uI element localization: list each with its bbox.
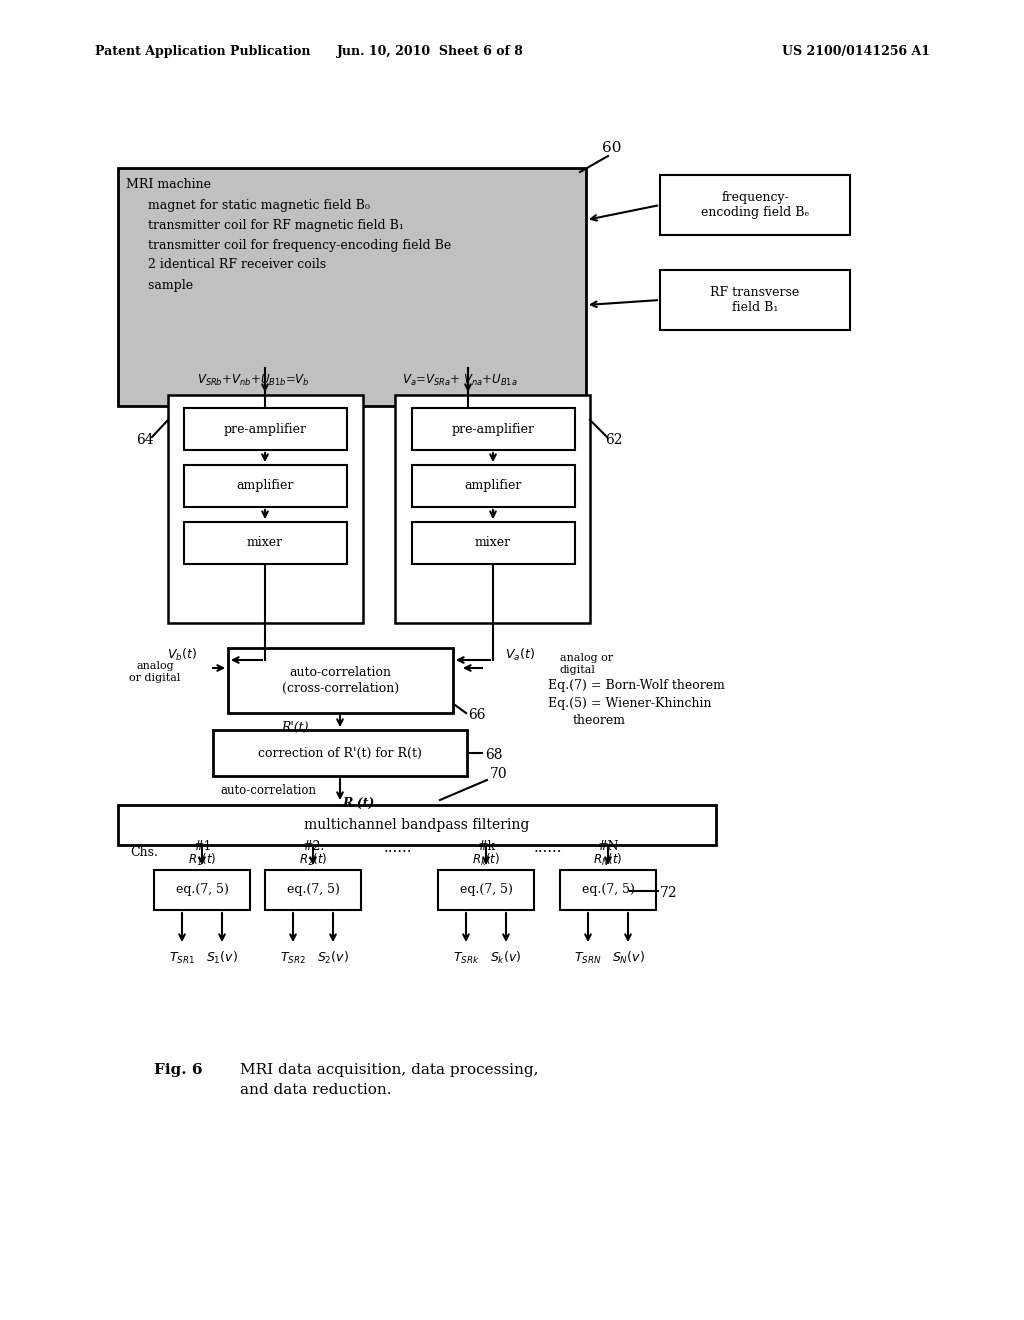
- Text: $V_a$=$V_{SRa}$+ $V_{na}$+$U_{B1a}$: $V_a$=$V_{SRa}$+ $V_{na}$+$U_{B1a}$: [402, 372, 518, 388]
- Text: #1: #1: [193, 841, 211, 854]
- Bar: [118, 168, 586, 407]
- Text: transmitter coil for frequency-encoding field Be: transmitter coil for frequency-encoding …: [136, 239, 452, 252]
- Text: R (t): R (t): [342, 796, 374, 809]
- Text: 62: 62: [605, 433, 623, 447]
- Bar: [168, 395, 362, 623]
- Text: $T_{SRk}$: $T_{SRk}$: [453, 950, 479, 965]
- Text: US 2100/0141256 A1: US 2100/0141256 A1: [782, 45, 930, 58]
- Bar: [395, 395, 590, 623]
- Text: $R_N(t)$: $R_N(t)$: [593, 851, 623, 869]
- Text: multichannel bandpass filtering: multichannel bandpass filtering: [304, 818, 529, 832]
- Bar: [228, 648, 453, 713]
- Text: magnet for static magnetic field B₀: magnet for static magnetic field B₀: [136, 198, 370, 211]
- Bar: [184, 521, 347, 564]
- Text: #2.: #2.: [302, 841, 325, 854]
- Text: frequency-
encoding field Bₑ: frequency- encoding field Bₑ: [700, 191, 809, 219]
- Text: amplifier: amplifier: [237, 479, 294, 492]
- Text: $R_1(t)$: $R_1(t)$: [187, 851, 216, 869]
- Text: #N: #N: [597, 841, 618, 854]
- Text: Fig. 6: Fig. 6: [154, 1063, 203, 1077]
- Text: auto-correlation
(cross-correlation): auto-correlation (cross-correlation): [282, 667, 399, 694]
- Bar: [412, 521, 575, 564]
- Text: $T_{SR1}$: $T_{SR1}$: [169, 950, 195, 965]
- Bar: [265, 870, 361, 909]
- Text: Eq.(7) = Born-Wolf theorem: Eq.(7) = Born-Wolf theorem: [548, 678, 725, 692]
- Text: MRI data acquisition, data processing,: MRI data acquisition, data processing,: [240, 1063, 539, 1077]
- Text: transmitter coil for RF magnetic field B₁: transmitter coil for RF magnetic field B…: [136, 219, 403, 231]
- Text: Jun. 10, 2010  Sheet 6 of 8: Jun. 10, 2010 Sheet 6 of 8: [337, 45, 523, 58]
- Text: 64: 64: [136, 433, 154, 447]
- Text: $V_b(t)$: $V_b(t)$: [167, 647, 197, 663]
- Text: $R_k(t)$: $R_k(t)$: [472, 851, 500, 869]
- Bar: [438, 870, 534, 909]
- Bar: [412, 465, 575, 507]
- Text: $S_k(v)$: $S_k(v)$: [490, 950, 521, 966]
- Text: amplifier: amplifier: [464, 479, 521, 492]
- Text: $S_1(v)$: $S_1(v)$: [206, 950, 238, 966]
- Text: pre-amplifier: pre-amplifier: [452, 422, 535, 436]
- Text: eq.(7, 5): eq.(7, 5): [582, 883, 635, 896]
- Text: ......: ......: [384, 841, 413, 855]
- Text: #k: #k: [477, 841, 495, 854]
- Text: $V_a(t)$: $V_a(t)$: [505, 647, 535, 663]
- Text: ......: ......: [534, 841, 562, 855]
- Text: Chs.: Chs.: [130, 846, 158, 858]
- Text: $V_{SRb}$+$V_{nb}$+$U_{B1b}$=$V_b$: $V_{SRb}$+$V_{nb}$+$U_{B1b}$=$V_b$: [197, 372, 309, 388]
- Text: 66: 66: [468, 708, 485, 722]
- Text: 70: 70: [490, 767, 508, 781]
- Text: RF transverse
field B₁: RF transverse field B₁: [711, 286, 800, 314]
- Text: and data reduction.: and data reduction.: [240, 1082, 391, 1097]
- Text: 60: 60: [602, 141, 622, 154]
- Bar: [184, 465, 347, 507]
- Bar: [660, 271, 850, 330]
- Text: R'(t): R'(t): [282, 721, 309, 734]
- Bar: [184, 408, 347, 450]
- Bar: [660, 176, 850, 235]
- Text: auto-correlation: auto-correlation: [220, 784, 316, 796]
- Text: 72: 72: [660, 886, 678, 900]
- Bar: [213, 730, 467, 776]
- Text: $T_{SRN}$: $T_{SRN}$: [574, 950, 602, 965]
- Text: mixer: mixer: [247, 536, 283, 549]
- Text: MRI machine: MRI machine: [126, 178, 211, 191]
- Text: eq.(7, 5): eq.(7, 5): [460, 883, 512, 896]
- Text: analog
or digital: analog or digital: [129, 661, 180, 682]
- Text: pre-amplifier: pre-amplifier: [223, 422, 306, 436]
- Text: $S_N(v)$: $S_N(v)$: [611, 950, 644, 966]
- Text: eq.(7, 5): eq.(7, 5): [175, 883, 228, 896]
- Text: sample: sample: [136, 279, 194, 292]
- Bar: [560, 870, 656, 909]
- Text: 68: 68: [485, 748, 503, 762]
- Text: correction of R'(t) for R(t): correction of R'(t) for R(t): [258, 747, 422, 759]
- Text: eq.(7, 5): eq.(7, 5): [287, 883, 339, 896]
- Text: Eq.(5) = Wiener-Khinchin: Eq.(5) = Wiener-Khinchin: [548, 697, 712, 710]
- Bar: [118, 805, 716, 845]
- Text: theorem: theorem: [573, 714, 626, 727]
- Bar: [154, 870, 250, 909]
- Text: $T_{SR2}$: $T_{SR2}$: [280, 950, 306, 965]
- Bar: [412, 408, 575, 450]
- Text: mixer: mixer: [475, 536, 511, 549]
- Text: $R_2(t)$: $R_2(t)$: [299, 851, 328, 869]
- Text: $S_2(v)$: $S_2(v)$: [317, 950, 349, 966]
- Text: 2 identical RF receiver coils: 2 identical RF receiver coils: [136, 259, 326, 272]
- Text: Patent Application Publication: Patent Application Publication: [95, 45, 310, 58]
- Text: analog or
digital: analog or digital: [560, 653, 613, 675]
